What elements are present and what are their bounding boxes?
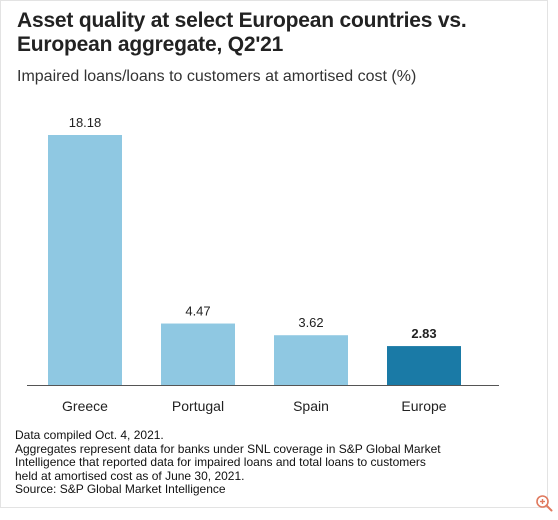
note-line: Source: S&P Global Market Intelligence bbox=[15, 482, 226, 496]
data-label: 18.18 bbox=[69, 115, 102, 130]
zoom-in-icon[interactable] bbox=[535, 494, 553, 512]
note-line: Data compiled Oct. 4, 2021. bbox=[15, 428, 164, 442]
note-line: held at amortised cost as of June 30, 20… bbox=[15, 468, 245, 483]
data-label: 3.62 bbox=[298, 315, 323, 330]
data-label: 2.83 bbox=[411, 326, 436, 341]
x-tick-label: Greece bbox=[62, 398, 108, 414]
chart-subtitle: Impaired loans/loans to customers at amo… bbox=[17, 68, 417, 85]
data-label: 4.47 bbox=[185, 304, 210, 319]
chart-card: Asset quality at select European countri… bbox=[0, 0, 548, 508]
note-line: Aggregates represent data for banks unde… bbox=[15, 441, 441, 456]
chart-title-line-2: European aggregate, Q2'21 bbox=[17, 33, 284, 56]
bar-chart: 18.18 Greece 4.47 Portugal 3.62 Spain 2.83 Euro… bbox=[27, 115, 499, 414]
bar-europe bbox=[387, 346, 461, 385]
x-tick-label: Portugal bbox=[172, 398, 224, 414]
bar-greece bbox=[48, 135, 122, 385]
bar-spain bbox=[274, 335, 348, 385]
note-line: Intelligence that reported data for impa… bbox=[15, 455, 426, 469]
x-tick-label: Europe bbox=[401, 398, 446, 414]
bar-portugal bbox=[161, 323, 235, 385]
chart-notes: Data compiled Oct. 4, 2021. Aggregates r… bbox=[15, 428, 515, 497]
chart-title: Asset quality at select European countri… bbox=[17, 9, 537, 57]
x-tick-label: Spain bbox=[293, 398, 329, 414]
chart-title-line-1: Asset quality at select European countri… bbox=[17, 9, 467, 32]
